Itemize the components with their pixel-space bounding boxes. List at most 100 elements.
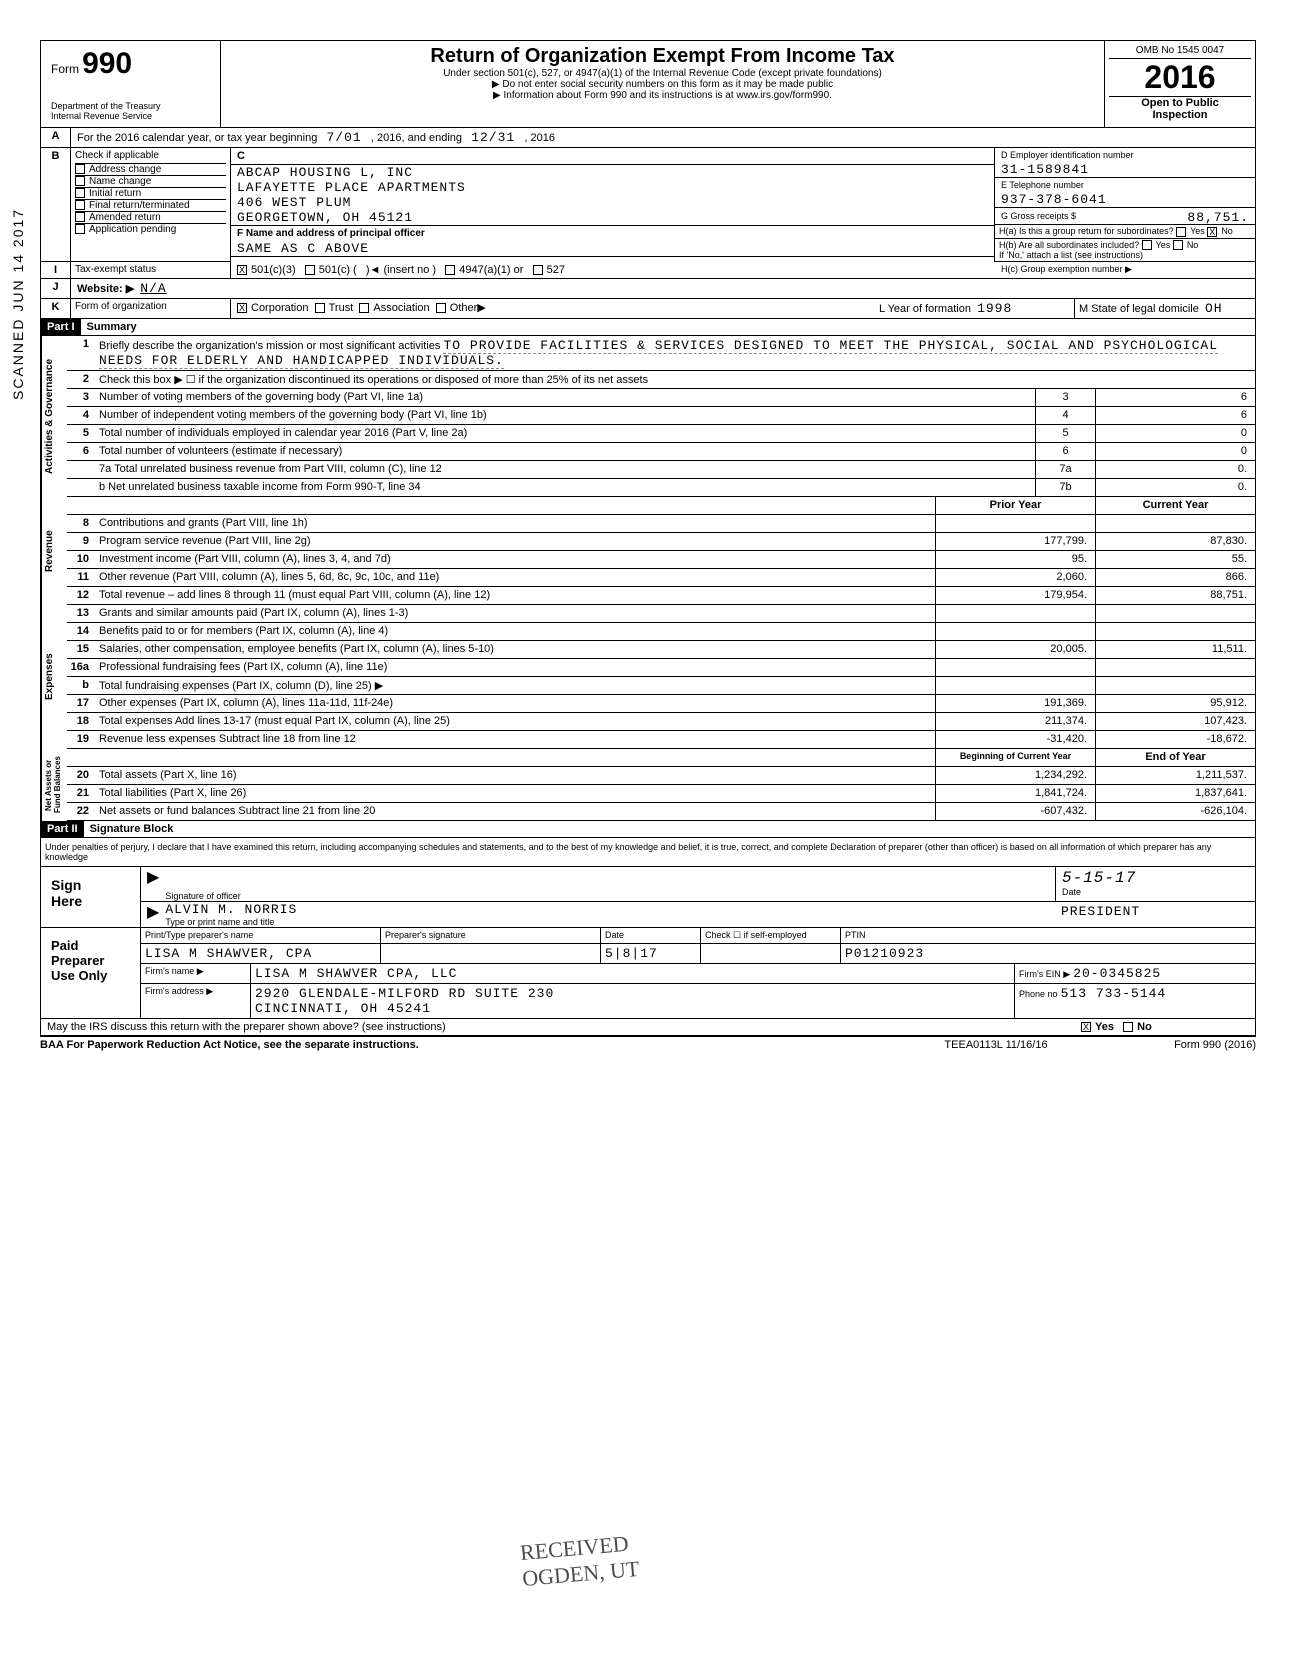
state-domicile-label: M State of legal domicile [1079, 303, 1199, 315]
line-10-current: 55. [1095, 551, 1255, 568]
governance-section: Activities & Governance 1 Briefly descri… [41, 336, 1255, 497]
line-7a-value: 0. [1095, 461, 1255, 478]
line-15-prior: 20,005. [935, 641, 1095, 658]
row-a: A For the 2016 calendar year, or tax yea… [41, 128, 1255, 148]
revenue-section: Revenue Prior Year Current Year 8Contrib… [41, 497, 1255, 605]
netassets-label: Net Assets or Fund Balances [41, 749, 67, 821]
line-7b-value: 0. [1095, 479, 1255, 496]
line-9-current: 87,830. [1095, 533, 1255, 550]
sign-here-block: Sign Here ▶ Signature of officer 5-15-17… [41, 867, 1255, 928]
netassets-section: Net Assets or Fund Balances Beginning of… [41, 749, 1255, 821]
org-name-2: LAFAYETTE PLACE APARTMENTS [231, 180, 994, 195]
initial-return-checkbox[interactable] [75, 188, 85, 198]
discuss-label: May the IRS discuss this return with the… [41, 1019, 1075, 1035]
period-begin: 7/01 [327, 130, 362, 145]
line-5-value: 0 [1095, 425, 1255, 442]
name-change-checkbox[interactable] [75, 176, 85, 186]
line-20-end: 1,211,537. [1095, 767, 1255, 784]
phone-label: E Telephone number [995, 178, 1255, 192]
line-9: Program service revenue (Part VIII, line… [95, 533, 935, 550]
line-12-current: 88,751. [1095, 587, 1255, 604]
year-formation-value: 1998 [977, 301, 1012, 316]
line-17-prior: 191,369. [935, 695, 1095, 712]
line-15-current: 11,511. [1095, 641, 1255, 658]
form-code: TEEA0113L 11/16/16 [896, 1039, 1096, 1051]
line-10-prior: 95. [935, 551, 1095, 568]
sig-date: 5-15-17 [1062, 869, 1249, 887]
line-7b: b Net unrelated business taxable income … [95, 479, 1035, 496]
line-19-prior: -31,420. [935, 731, 1095, 748]
website-value: N/A [140, 281, 166, 296]
firm-ein-label: Firm's EIN ▶ [1019, 969, 1070, 979]
part-ii-header: Part II Signature Block [41, 821, 1255, 838]
current-year-header: Current Year [1095, 497, 1255, 514]
org-name-1: ABCAP HOUSING L, INC [231, 165, 994, 180]
row-a-label: For the 2016 calendar year, or tax year … [77, 132, 317, 144]
form-subtitle: Under section 501(c), 527, or 4947(a)(1)… [225, 68, 1100, 79]
year-formation-label: L Year of formation [879, 303, 971, 315]
line-2: Check this box ▶ ☐ if the organization d… [95, 371, 1255, 388]
corp-checkbox[interactable] [237, 303, 247, 313]
501c3-checkbox[interactable] [237, 265, 247, 275]
line-4-value: 6 [1095, 407, 1255, 424]
hb-no-checkbox[interactable] [1173, 240, 1183, 250]
form-header: Form 990 Department of the Treasury Inte… [41, 41, 1255, 128]
line-11-prior: 2,060. [935, 569, 1095, 586]
omb-number: OMB No 1545 0047 [1109, 45, 1251, 59]
form-note1: ▶ Do not enter social security numbers o… [225, 79, 1100, 90]
ha-yes-checkbox[interactable] [1176, 227, 1186, 237]
mission-label: Briefly describe the organization's miss… [99, 340, 440, 352]
discuss-no-checkbox[interactable] [1123, 1022, 1133, 1032]
527-checkbox[interactable] [533, 265, 543, 275]
discuss-yes-checkbox[interactable] [1081, 1022, 1091, 1032]
prep-name: LISA M SHAWVER, CPA [141, 944, 381, 963]
trust-checkbox[interactable] [315, 303, 325, 313]
row-a-mid: , 2016, and ending [371, 132, 462, 144]
line-22-end: -626,104. [1095, 803, 1255, 820]
addr-change-checkbox[interactable] [75, 164, 85, 174]
firm-addr-2: CINCINNATI, OH 45241 [255, 1001, 1010, 1016]
assoc-checkbox[interactable] [359, 303, 369, 313]
firm-name: LISA M SHAWVER CPA, LLC [251, 964, 1015, 983]
footer-row: BAA For Paperwork Reduction Act Notice, … [40, 1037, 1256, 1053]
other-checkbox[interactable] [436, 303, 446, 313]
501c-checkbox[interactable] [305, 265, 315, 275]
row-i: I Tax-exempt status 501(c)(3) 501(c) ( )… [41, 262, 1255, 279]
officer-signature[interactable] [165, 867, 1055, 891]
prep-signature[interactable] [381, 944, 601, 963]
officer-title: PRESIDENT [1061, 904, 1249, 919]
form-title: Return of Organization Exempt From Incom… [225, 45, 1100, 68]
begin-year-header: Beginning of Current Year [935, 749, 1095, 766]
received-stamp: RECEIVED OGDEN, UT [519, 1530, 640, 1592]
declaration: Under penalties of perjury, I declare th… [41, 838, 1255, 867]
amended-checkbox[interactable] [75, 212, 85, 222]
entity-block: B Check if applicable Address change Nam… [41, 148, 1255, 262]
officer-name: ALVIN M. NORRIS [165, 902, 1055, 917]
line-12: Total revenue – add lines 8 through 11 (… [95, 587, 935, 604]
line-9-prior: 177,799. [935, 533, 1095, 550]
scanned-stamp: SCANNED JUN 14 2017 [10, 208, 26, 400]
line-4: Number of independent voting members of … [95, 407, 1035, 424]
discuss-row: May the IRS discuss this return with the… [41, 1019, 1255, 1036]
officer-value: SAME AS C ABOVE [231, 241, 994, 257]
line-21-end: 1,837,641. [1095, 785, 1255, 802]
final-return-checkbox[interactable] [75, 200, 85, 210]
line-6-value: 0 [1095, 443, 1255, 460]
line-18-prior: 211,374. [935, 713, 1095, 730]
firm-addr-1: 2920 GLENDALE-MILFORD RD SUITE 230 [255, 986, 1010, 1001]
end-year-header: End of Year [1095, 749, 1255, 766]
revenue-label: Revenue [41, 497, 67, 605]
ha-label: H(a) Is this a group return for subordin… [999, 226, 1174, 236]
date-label: Date [1062, 887, 1249, 897]
ha-no-checkbox[interactable] [1207, 227, 1217, 237]
line-19-current: -18,672. [1095, 731, 1255, 748]
4947-checkbox[interactable] [445, 265, 455, 275]
arrow-icon: ▶ [147, 867, 159, 901]
app-pending-checkbox[interactable] [75, 224, 85, 234]
preparer-block: Paid Preparer Use Only Print/Type prepar… [41, 928, 1255, 1019]
prep-ptin-header: PTIN [841, 928, 1255, 943]
line-13: Grants and similar amounts paid (Part IX… [95, 605, 935, 622]
line-8: Contributions and grants (Part VIII, lin… [95, 515, 935, 532]
baa-notice: BAA For Paperwork Reduction Act Notice, … [40, 1039, 419, 1051]
hb-yes-checkbox[interactable] [1142, 240, 1152, 250]
